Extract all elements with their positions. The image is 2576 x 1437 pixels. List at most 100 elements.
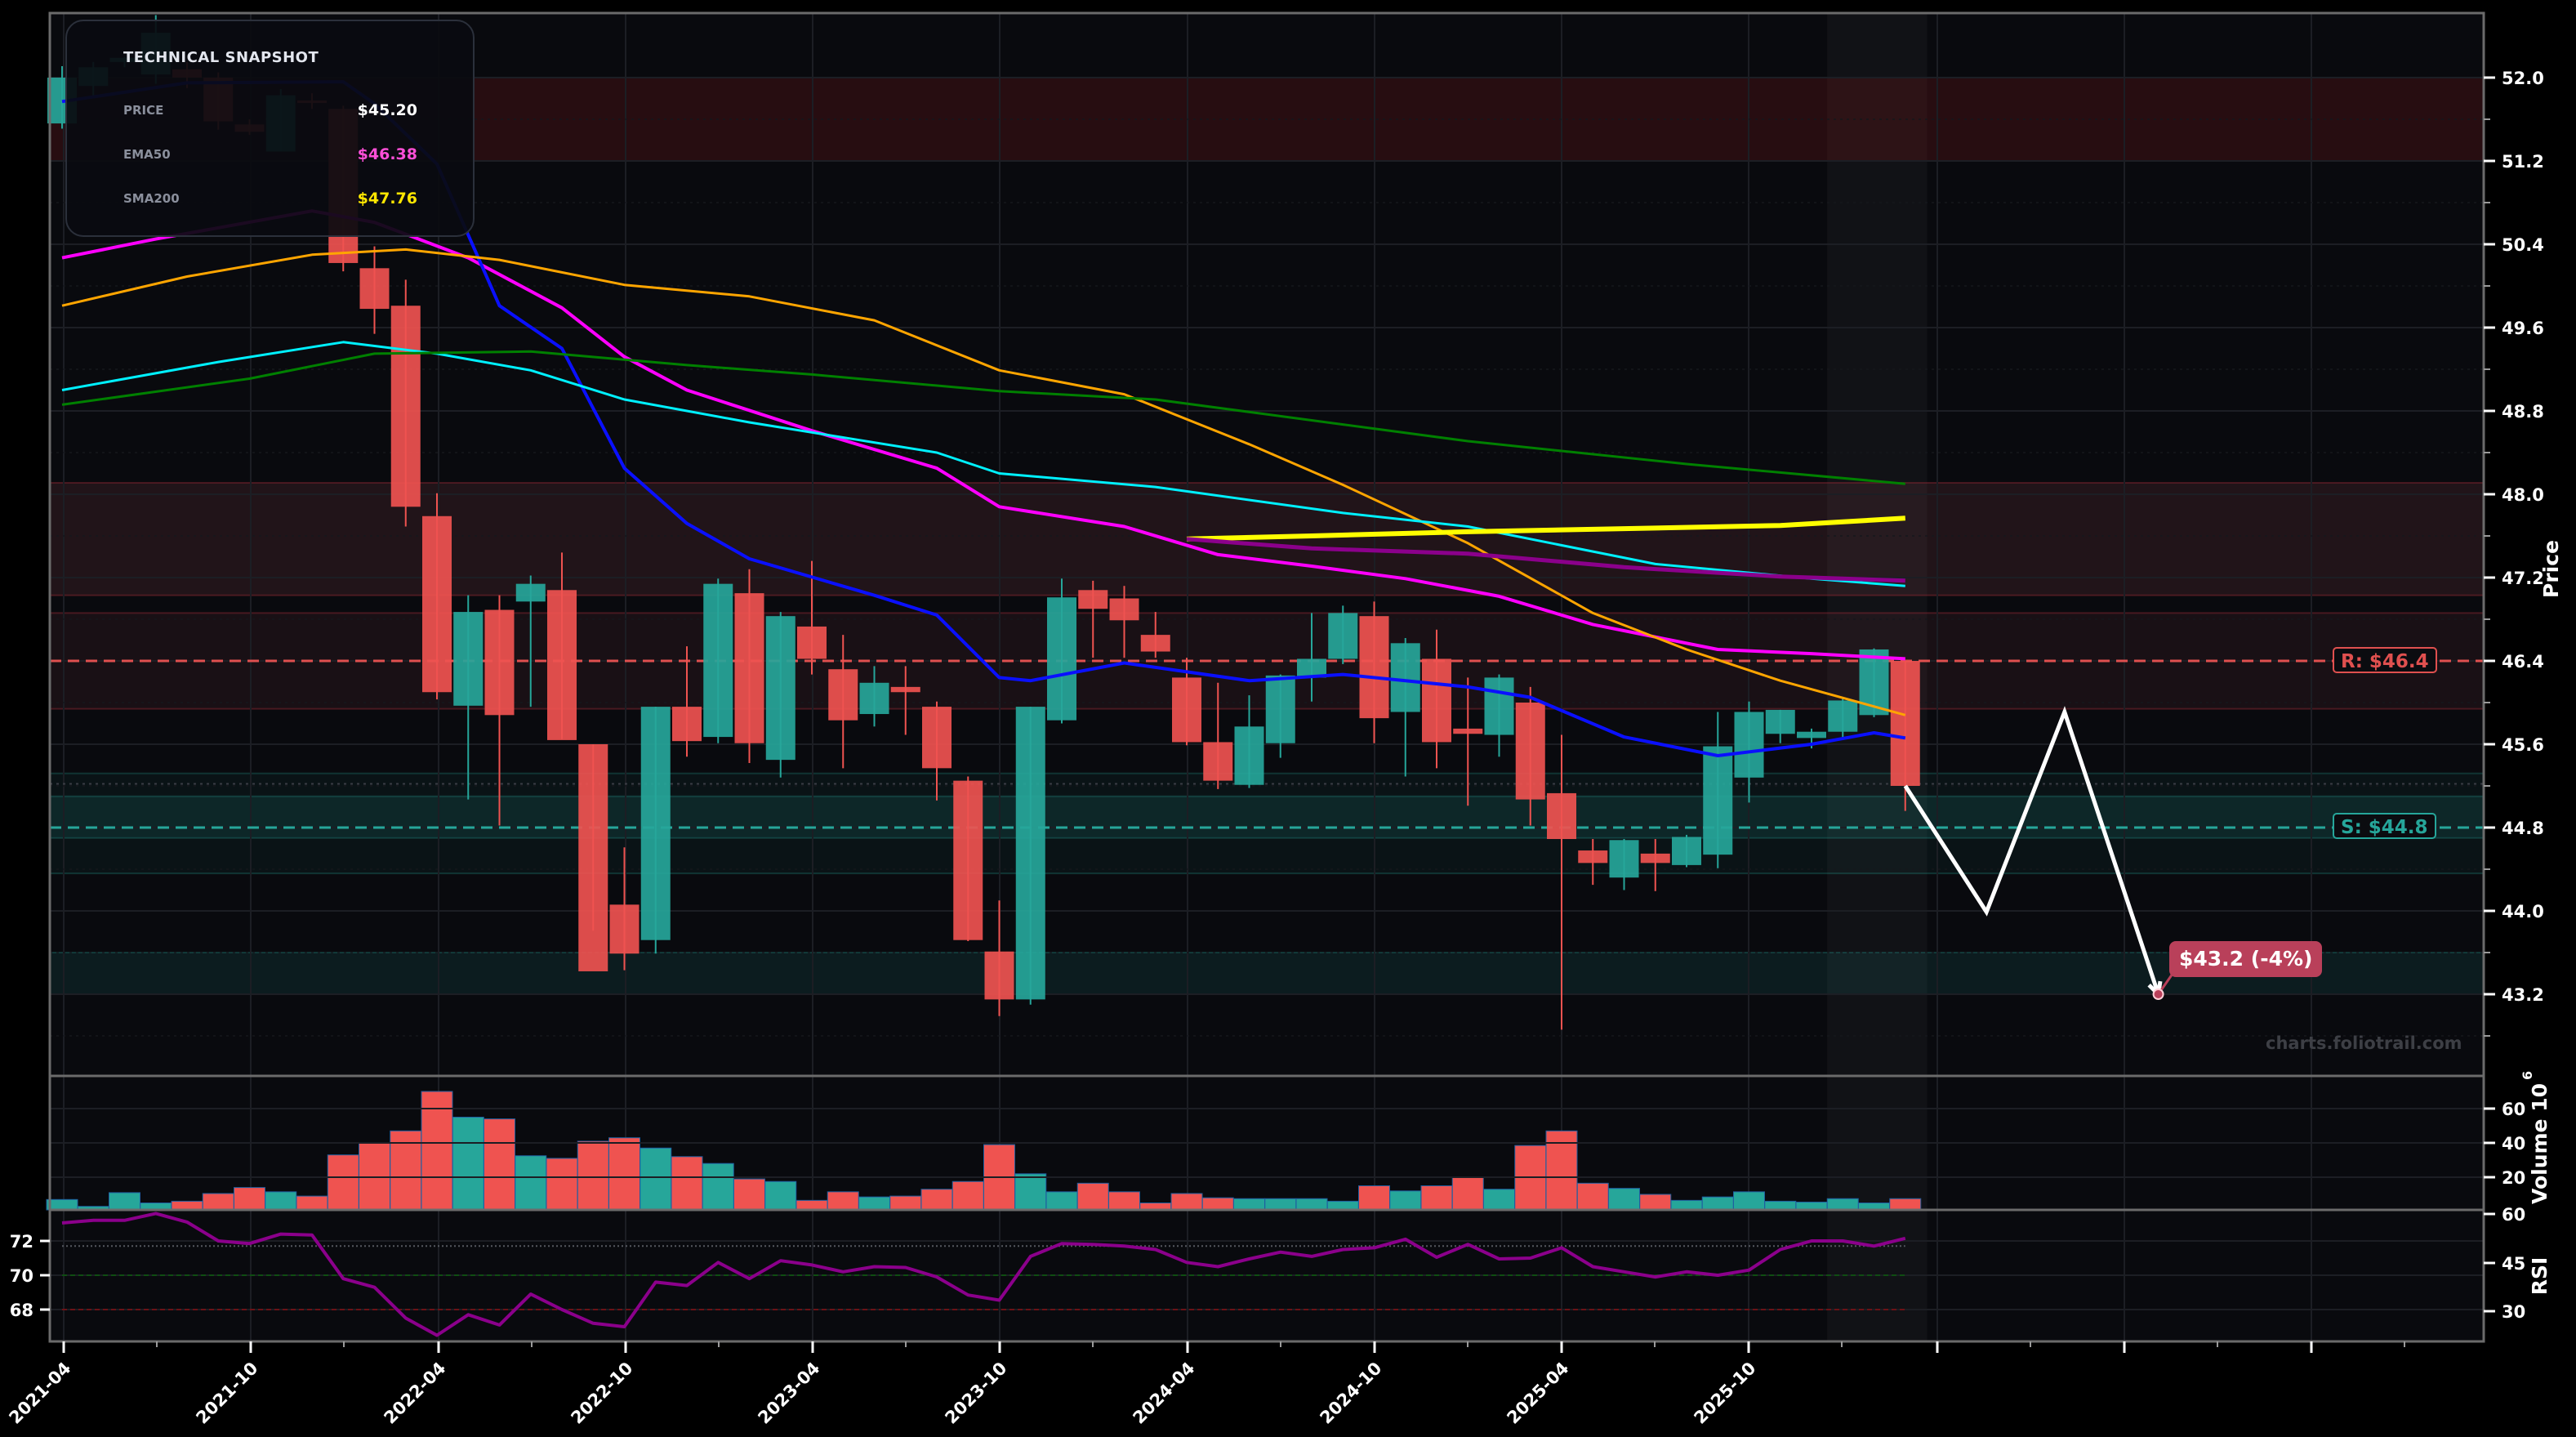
technical-snapshot-card: TECHNICAL SNAPSHOT PRICE $45.20 EMA50 $4…: [65, 20, 475, 237]
rsi-panel: [50, 1212, 2484, 1337]
volume-bar: [1108, 1191, 1140, 1211]
x-tick-label: 2022-04: [380, 1359, 449, 1428]
candle-body: [828, 669, 858, 721]
candle-body: [1390, 643, 1420, 712]
candle-body: [1203, 742, 1233, 781]
candle-body: [1797, 731, 1826, 739]
volume-bar: [889, 1195, 922, 1211]
support-zone: [49, 795, 2485, 839]
volume-bar: [1358, 1185, 1390, 1211]
snapshot-row-ema50: EMA50 $46.38: [123, 145, 417, 172]
forecast-target-dot: [2152, 988, 2164, 1000]
volume-bar: [452, 1117, 484, 1211]
volume-bar: [1420, 1185, 1453, 1211]
price-tick-label: 44.0: [2502, 902, 2544, 922]
candle-body: [984, 951, 1014, 1000]
x-tick-label: 2025-10: [1690, 1359, 1759, 1428]
candle-body: [953, 780, 983, 940]
candle-body: [1734, 712, 1764, 778]
snapshot-row-price: PRICE $45.20: [123, 101, 417, 127]
snapshot-title: TECHNICAL SNAPSHOT: [123, 49, 319, 66]
price-tick-label: 47.2: [2502, 569, 2544, 588]
x-tick-label: 2021-10: [192, 1359, 261, 1428]
volume-bar: [202, 1193, 234, 1211]
support-zone: [49, 952, 2485, 995]
ma-line-purple-ma: [1186, 537, 1905, 583]
volume-bar: [608, 1137, 640, 1211]
volume-bar: [1295, 1198, 1328, 1211]
candle-body: [1890, 661, 1920, 786]
x-tick-label: 2023-04: [754, 1359, 823, 1428]
candle-body: [547, 590, 577, 740]
volume-bar: [1608, 1188, 1640, 1211]
volume-bar: [1233, 1198, 1265, 1211]
ma-line-green-ma: [61, 350, 1905, 485]
volume-tick-label: 20: [2502, 1168, 2525, 1188]
candle-body: [672, 707, 702, 742]
candle-body: [1109, 598, 1139, 621]
candle-body: [1328, 613, 1358, 659]
price-tick-label: 51.2: [2502, 152, 2544, 172]
candle-body: [1453, 728, 1483, 734]
volume-bar: [46, 1198, 78, 1211]
forecast-path: [1903, 706, 2160, 995]
candle-body: [1640, 853, 1670, 864]
volume-bar: [1201, 1197, 1234, 1211]
ma-line-sma200: [1186, 515, 1905, 542]
volume-bar: [1045, 1191, 1078, 1211]
volume-bar: [858, 1196, 890, 1211]
x-tick-label: 2025-04: [1503, 1359, 1572, 1428]
snapshot-label: PRICE: [123, 103, 164, 118]
volume-axis-title: Volume 10: [2528, 1083, 2551, 1204]
x-tick-label: 2024-10: [1316, 1359, 1385, 1428]
volume-bar: [702, 1163, 734, 1211]
volume-bar: [109, 1192, 140, 1211]
volume-bar: [1576, 1182, 1609, 1211]
volume-tick-label: 60: [2502, 1100, 2525, 1119]
candle-body: [1297, 658, 1326, 678]
candle-body: [453, 612, 484, 706]
candle-body: [640, 707, 671, 940]
candle-body: [922, 707, 952, 769]
candle-body: [359, 268, 390, 310]
candle-body: [734, 593, 764, 743]
candle-body: [1547, 792, 1576, 840]
candle-body: [1484, 677, 1514, 735]
candle-body: [1703, 746, 1733, 855]
candle-body: [1609, 840, 1639, 878]
price-axis-title: Price: [2539, 540, 2563, 598]
price-tick-label: 48.8: [2502, 402, 2544, 422]
x-tick-label: 2022-10: [567, 1359, 636, 1428]
candle-body: [1078, 590, 1108, 609]
volume-bar: [1764, 1200, 1797, 1211]
volume-bar: [390, 1130, 422, 1211]
volume-bar: [796, 1199, 828, 1211]
volume-bar: [1170, 1193, 1203, 1211]
candle-body: [1765, 709, 1795, 734]
rsi-tick-label: 30: [2502, 1302, 2525, 1322]
volume-bar: [1826, 1198, 1859, 1211]
volume-bar: [671, 1156, 703, 1211]
volume-bar: [1639, 1194, 1672, 1211]
volume-bar: [952, 1180, 984, 1211]
volume-bar: [546, 1158, 578, 1211]
candle-body: [578, 744, 608, 971]
volume-bar: [171, 1200, 203, 1211]
candle-body: [609, 904, 640, 954]
resistance-label: R: $46.4: [2333, 647, 2437, 673]
candle-body: [1359, 616, 1389, 719]
volume-bar: [1451, 1176, 1484, 1211]
volume-bar: [1670, 1199, 1703, 1211]
volume-bar: [421, 1091, 453, 1211]
volume-panel: [46, 1091, 2484, 1211]
snapshot-label: EMA50: [123, 147, 171, 162]
volume-bar: [577, 1140, 609, 1211]
rsi-left-tick-label: 68: [10, 1301, 33, 1320]
volume-bar: [920, 1189, 953, 1211]
volume-bar: [827, 1191, 859, 1211]
volume-bar: [1483, 1189, 1515, 1211]
candle-body: [1015, 707, 1045, 1000]
candle-body: [1140, 635, 1170, 652]
candle-body: [1578, 850, 1608, 864]
volume-bar: [764, 1180, 797, 1211]
